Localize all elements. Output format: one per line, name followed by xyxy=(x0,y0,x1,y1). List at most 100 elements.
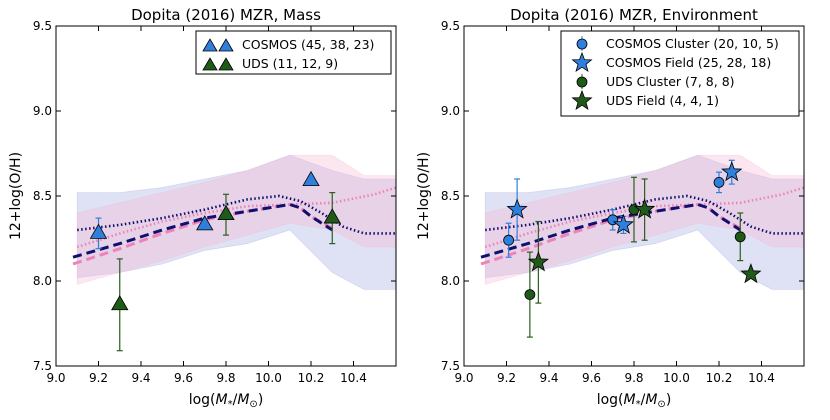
x-axis-label-prefix: log( xyxy=(189,392,216,408)
point-cosmos-cluster xyxy=(713,176,725,188)
navy-dotted-curve xyxy=(77,194,396,235)
y-tick-label: 8.5 xyxy=(441,189,460,203)
chart-title: Dopita (2016) MZR, Environment xyxy=(510,6,758,24)
y-tick-label: 8.5 xyxy=(33,189,52,203)
point-cosmos xyxy=(89,223,108,239)
x-tick-labels: 9.0 9.2 9.4 9.6 9.8 10.0 10.2 10.4 xyxy=(46,371,366,385)
y-tick-label: 7.5 xyxy=(33,359,52,373)
x-tick-label: 10.2 xyxy=(706,371,733,385)
data-points xyxy=(89,170,341,311)
legend-marker-uds-cluster xyxy=(576,76,588,88)
chart-title: Dopita (2016) MZR, Mass xyxy=(131,6,321,24)
point-cosmos-field xyxy=(721,161,743,182)
point-uds-field xyxy=(634,198,656,219)
x-tick-label: 9.0 xyxy=(454,371,473,385)
x-axis-label-sub: * xyxy=(636,399,641,410)
point-uds-cluster xyxy=(524,289,536,301)
point-uds xyxy=(323,208,341,224)
x-tick-label: 9.8 xyxy=(624,371,643,385)
legend-label-uds-field: UDS Field (4, 4, 1) xyxy=(606,93,719,108)
legend-label-uds: UDS (11, 12, 9) xyxy=(242,56,338,71)
legend-marker-cosmos-a xyxy=(202,38,218,52)
y-tick-label: 9.0 xyxy=(33,104,52,118)
y-tick-label: 8.0 xyxy=(33,274,52,288)
legend-entry-cosmos: COSMOS (45, 38, 23) xyxy=(202,37,374,52)
y-tick-label: 9.0 xyxy=(441,104,460,118)
y-tick-label: 9.5 xyxy=(441,19,460,33)
navy-dashed-curve xyxy=(480,202,742,259)
pink-dotted-curve xyxy=(484,186,805,249)
x-tick-label: 9.6 xyxy=(582,371,601,385)
legend-label-cosmos-cluster: COSMOS Cluster (20, 10, 5) xyxy=(606,36,779,51)
axis-ticks xyxy=(463,25,804,367)
y-tick-label: 9.5 xyxy=(33,19,52,33)
y-axis-label: 12+log(O/H) xyxy=(416,152,432,240)
point-cosmos-field xyxy=(506,198,528,219)
x-tick-label: 9.8 xyxy=(216,371,235,385)
y-tick-labels: 7.5 8.0 8.5 9.0 9.5 xyxy=(441,19,460,373)
x-tick-label: 10.0 xyxy=(255,371,282,385)
y-axis-label: 12+log(O/H) xyxy=(8,152,24,240)
x-axis-label-slash: / xyxy=(233,392,238,408)
point-cosmos-field xyxy=(612,213,634,234)
y-tick-label: 7.5 xyxy=(441,359,460,373)
x-axis-label-sub2: ⊙ xyxy=(249,399,257,410)
x-tick-label: 9.6 xyxy=(174,371,193,385)
axis-ticks xyxy=(55,25,396,367)
x-axis-label-sub2: ⊙ xyxy=(657,399,665,410)
point-uds-field xyxy=(740,263,762,284)
model-curves xyxy=(480,186,805,266)
pink-dotted-curve xyxy=(76,186,397,249)
x-axis-label-slash: / xyxy=(641,392,646,408)
legend-marker-uds-field xyxy=(571,89,593,111)
panel-mass: Dopita (2016) MZR, Mass 9.0 9.2 9.4 9.6 9.8 1… xyxy=(8,6,397,410)
legend-label-cosmos-field: COSMOS Field (25, 28, 18) xyxy=(606,55,771,70)
x-axis-label-prefix: log( xyxy=(597,392,624,408)
legend: COSMOS (45, 38, 23) UDS (11, 12, 9) xyxy=(195,30,392,75)
x-axis-label-var: M xyxy=(216,392,228,408)
x-tick-label: 10.4 xyxy=(340,371,367,385)
x-axis-label-var: M xyxy=(624,392,636,408)
data-points xyxy=(503,161,762,301)
x-axis-label-var2: M xyxy=(237,392,249,408)
point-uds-cluster xyxy=(734,231,746,243)
x-tick-label: 10.4 xyxy=(748,371,775,385)
legend-box xyxy=(560,30,800,117)
legend-entry-uds-field: UDS Field (4, 4, 1) xyxy=(571,89,719,111)
x-axis-label-sub: * xyxy=(228,399,233,410)
legend-entry-cosmos-cluster: COSMOS Cluster (20, 10, 5) xyxy=(576,36,779,51)
point-uds-field xyxy=(527,251,549,272)
legend-entry-uds-cluster: UDS Cluster (7, 8, 8) xyxy=(576,74,735,89)
legend-marker-uds-b xyxy=(218,57,234,71)
legend-entry-cosmos-field: COSMOS Field (25, 28, 18) xyxy=(571,51,771,73)
point-uds xyxy=(111,294,129,311)
model-bands xyxy=(76,154,397,290)
x-axis-label-close: ) xyxy=(258,392,263,408)
legend-marker-cosmos-field xyxy=(571,51,593,73)
legend-marker-uds-a xyxy=(202,57,218,71)
point-cosmos xyxy=(196,215,214,231)
y-tick-label: 8.0 xyxy=(441,274,460,288)
x-tick-label: 10.2 xyxy=(298,371,325,385)
x-tick-label: 9.2 xyxy=(89,371,108,385)
x-tick-label: 9.0 xyxy=(46,371,65,385)
legend-label-uds-cluster: UDS Cluster (7, 8, 8) xyxy=(606,74,735,89)
x-tick-labels: 9.0 9.2 9.4 9.6 9.8 10.0 10.2 10.4 xyxy=(454,371,774,385)
point-cosmos xyxy=(302,170,320,187)
legend-marker-cosmos-b xyxy=(218,38,234,52)
model-curves xyxy=(72,186,397,266)
point-uds xyxy=(217,204,235,221)
panel-environment: Dopita (2016) MZR, Environment 9.0 9.2 9.4… xyxy=(416,6,805,410)
legend-label-cosmos: COSMOS (45, 38, 23) xyxy=(242,37,374,52)
x-axis-label: log(M*/M⊙) xyxy=(189,392,264,410)
legend: COSMOS Cluster (20, 10, 5) COSMOS Field … xyxy=(560,30,800,117)
x-tick-label: 9.2 xyxy=(497,371,516,385)
legend-entry-uds: UDS (11, 12, 9) xyxy=(202,56,338,71)
x-tick-label: 9.4 xyxy=(131,371,150,385)
legend-marker-cosmos-cluster xyxy=(576,38,588,50)
x-tick-label: 10.0 xyxy=(663,371,690,385)
navy-dotted-curve xyxy=(485,194,804,235)
x-tick-label: 9.4 xyxy=(539,371,558,385)
x-axis-label-var2: M xyxy=(645,392,657,408)
